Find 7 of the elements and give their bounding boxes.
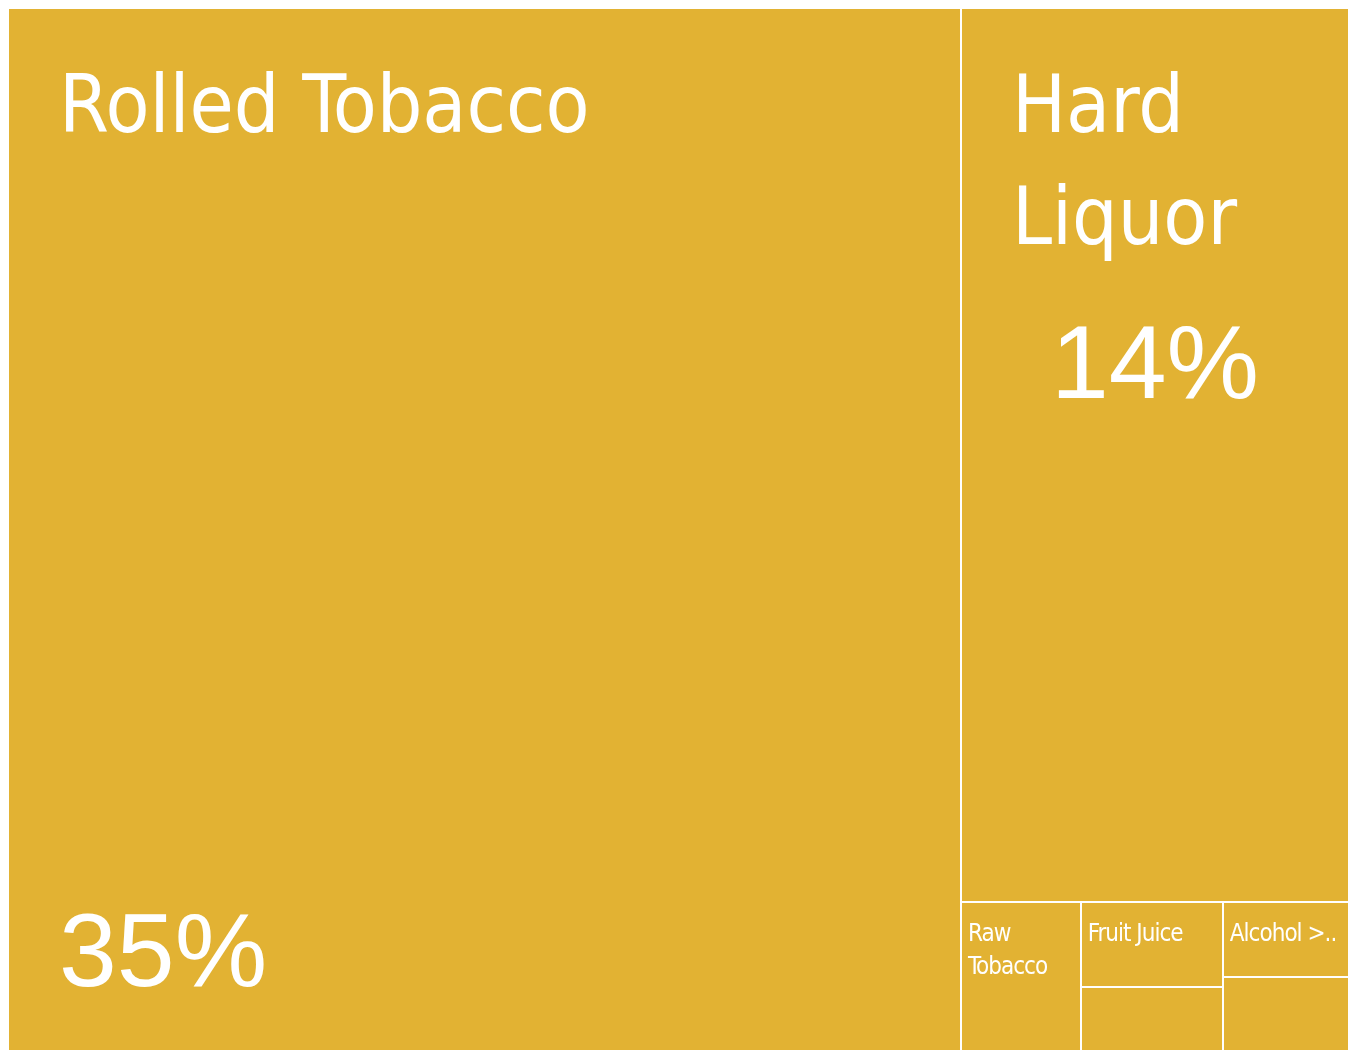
- data-label: 14%: [1049, 303, 1261, 422]
- category-label: Hard Liquor: [1011, 57, 1237, 265]
- category-label: Fruit Juice: [1087, 917, 1184, 949]
- data-label: 35%: [59, 891, 269, 1010]
- category-label: Rolled Tobacco: [59, 57, 591, 153]
- category-label: Alcohol >..: [1229, 917, 1338, 949]
- category-label: Raw Tobacco: [967, 917, 1049, 983]
